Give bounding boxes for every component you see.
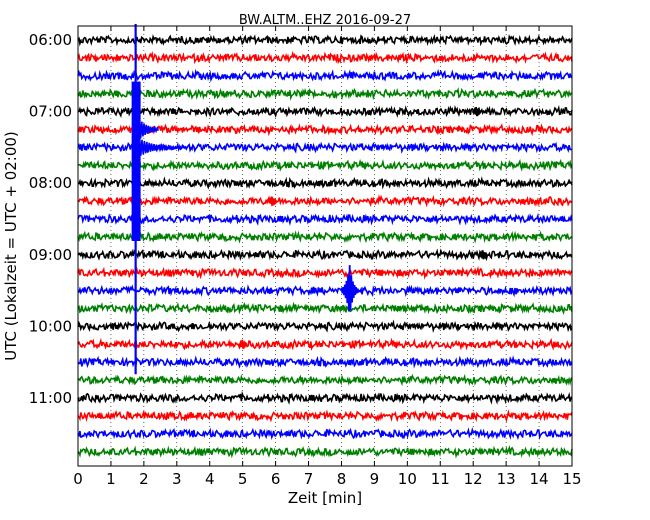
- trace-0615: [77, 50, 573, 65]
- y-tick-label: 06:00: [29, 31, 72, 49]
- x-tick-label: 1: [106, 470, 116, 488]
- x-tick-label: 10: [398, 470, 417, 488]
- x-tick-label: 15: [562, 470, 581, 488]
- trace-0715: [77, 123, 573, 137]
- trace-0915: [77, 265, 573, 280]
- trace-0645: [77, 87, 573, 101]
- trace-1115: [77, 409, 573, 423]
- x-axis: 0 1 2 3 4 5 6 7 8 9 10 11 12 13 14 15: [73, 26, 582, 488]
- event-spike: [471, 106, 482, 117]
- x-tick-label: 11: [431, 470, 450, 488]
- trace-0800: [77, 176, 573, 190]
- trace-1100: [77, 390, 573, 405]
- x-tick-label: 2: [139, 470, 149, 488]
- x-gridlines: [110, 26, 540, 466]
- trace-0700: [77, 104, 573, 118]
- trace-0830: [77, 212, 573, 226]
- trace-1000: [77, 319, 573, 333]
- x-tick-label: 3: [172, 470, 182, 488]
- trace-1045: [77, 373, 573, 387]
- trace-0945: [77, 301, 573, 316]
- event-spike: [237, 339, 248, 349]
- event-spike: [478, 250, 488, 260]
- x-tick-label: 9: [370, 470, 380, 488]
- trace-1015: [77, 337, 573, 351]
- x-tick-label: 13: [497, 470, 516, 488]
- trace-1145: [77, 444, 573, 459]
- event-spike: [267, 196, 278, 206]
- event-main-coda: [138, 138, 187, 156]
- x-tick-label: 0: [73, 470, 83, 488]
- y-tick-label: 11:00: [29, 389, 72, 407]
- x-tick-label: 12: [464, 470, 483, 488]
- trace-0845: [77, 230, 573, 244]
- trace-1030: [77, 355, 573, 369]
- y-tick-label: 07:00: [29, 103, 72, 121]
- y-tick-label: 09:00: [29, 246, 72, 264]
- y-axis: 06:00 07:00 08:00 09:00 10:00 11:00: [29, 31, 572, 407]
- chart-title: BW.ALTM..EHZ 2016-09-27: [239, 13, 411, 28]
- event-main-tail: [132, 177, 140, 241]
- trace-0900: [77, 248, 573, 262]
- trace-0600: [77, 34, 573, 47]
- x-tick-label: 5: [238, 470, 248, 488]
- event-spike: [340, 265, 360, 312]
- event-main-saturated: [131, 81, 141, 241]
- event-main-coda-upper: [138, 119, 160, 139]
- plot-frame: [77, 25, 573, 467]
- trace-1130: [77, 427, 573, 441]
- x-tick-label: 14: [530, 470, 549, 488]
- x-tick-label: 6: [271, 470, 281, 488]
- trace-group: [77, 34, 573, 459]
- y-axis-label: UTC (Lokalzeit = UTC + 02:00): [2, 131, 20, 361]
- trace-0930: [77, 284, 573, 298]
- x-tick-label: 7: [304, 470, 314, 488]
- event-group: [131, 24, 488, 375]
- y-tick-label: 08:00: [29, 174, 72, 192]
- trace-0815: [77, 194, 573, 208]
- x-axis-label: Zeit [min]: [288, 489, 362, 507]
- x-tick-label: 8: [337, 470, 347, 488]
- x-tick-label: 4: [205, 470, 215, 488]
- y-tick-label: 10:00: [29, 317, 72, 335]
- trace-0745: [77, 158, 573, 172]
- trace-0630: [77, 68, 573, 83]
